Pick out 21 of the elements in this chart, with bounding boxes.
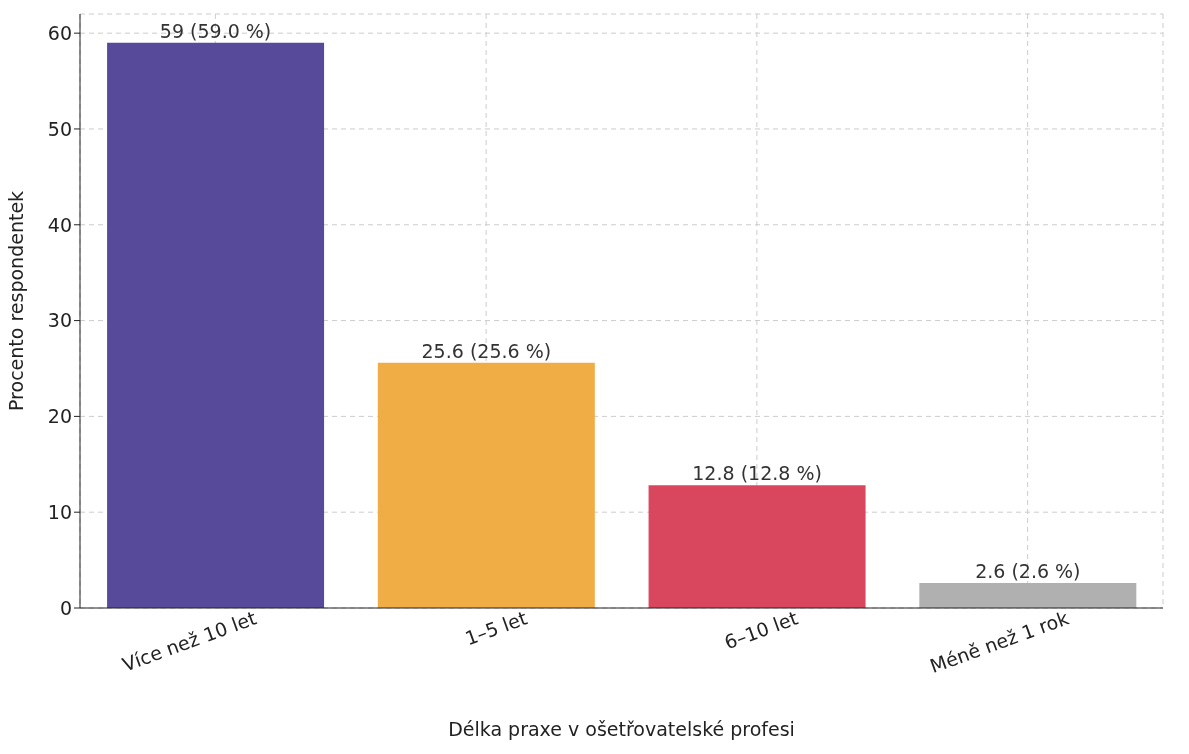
y-tick-label: 30 bbox=[47, 309, 72, 332]
y-tick-label: 20 bbox=[47, 405, 72, 428]
bar bbox=[919, 583, 1137, 608]
x-tick-label: 1–5 let bbox=[462, 606, 530, 650]
x-tick-label: Méně než 1 rok bbox=[926, 606, 1072, 678]
y-tick-label: 60 bbox=[47, 21, 72, 44]
y-tick-label: 0 bbox=[59, 596, 72, 619]
x-tick-label: Více než 10 let bbox=[119, 606, 260, 676]
x-tick-label: 6–10 let bbox=[721, 606, 801, 654]
y-tick-label: 50 bbox=[47, 117, 72, 140]
y-tick-label: 40 bbox=[47, 213, 72, 236]
data-label: 2.6 (2.6 %) bbox=[975, 560, 1081, 583]
x-axis-title: Délka praxe v ošetřovatelské profesi bbox=[448, 718, 795, 740]
y-tick-label: 10 bbox=[47, 500, 72, 523]
bar bbox=[377, 362, 595, 608]
data-label: 12.8 (12.8 %) bbox=[692, 462, 822, 485]
data-label: 59 (59.0 %) bbox=[159, 19, 272, 42]
bar bbox=[107, 42, 325, 608]
data-label: 25.6 (25.6 %) bbox=[421, 339, 552, 362]
y-axis-title: Procento respondentek bbox=[4, 190, 27, 411]
bar bbox=[648, 485, 866, 608]
